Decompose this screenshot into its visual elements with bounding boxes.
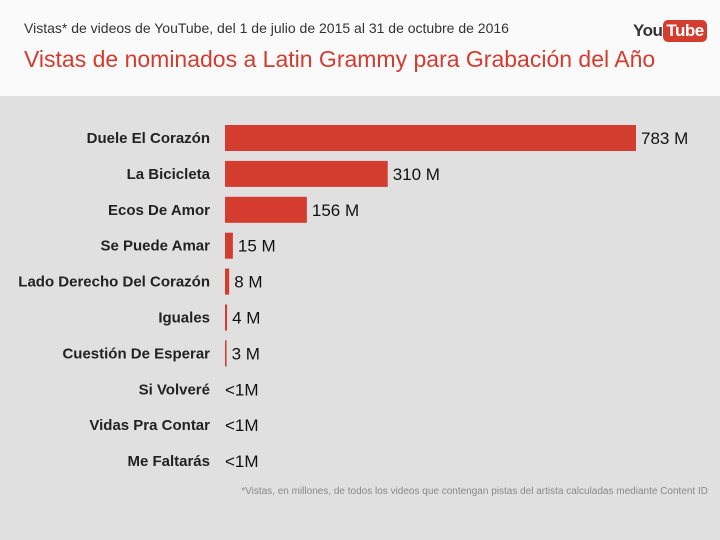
data-label: 156 M — [312, 201, 359, 220]
data-label: 8 M — [234, 273, 262, 292]
header: Vistas* de videos de YouTube, del 1 de j… — [0, 0, 720, 96]
youtube-logo: You Tube — [633, 20, 707, 42]
bar — [225, 268, 230, 295]
bar — [225, 160, 388, 187]
data-label: <1M — [225, 452, 259, 471]
bar-chart: Duele El Corazón 783 M La Bicicleta 310 M Ec… — [18, 125, 688, 471]
category-label: Lado Derecho Del Corazón — [18, 274, 210, 291]
data-label: 783 M — [641, 129, 688, 148]
data-label: 4 M — [232, 309, 260, 328]
bar — [225, 196, 307, 223]
category-label: Cuestión De Esperar — [62, 345, 210, 362]
bar — [225, 304, 228, 331]
category-label: La Bicicleta — [127, 166, 211, 183]
category-label: Duele El Corazón — [87, 130, 210, 147]
category-label: Vidas Pra Contar — [89, 417, 210, 434]
data-label: 15 M — [238, 237, 276, 256]
category-label: Iguales — [158, 310, 210, 327]
category-label: Se Puede Amar — [101, 238, 211, 255]
category-label: Me Faltarás — [127, 453, 210, 470]
chart-title: Vistas de nominados a Latin Grammy para … — [24, 46, 656, 72]
chart-subtitle: Vistas* de videos de YouTube, del 1 de j… — [24, 20, 509, 36]
bar — [225, 340, 227, 367]
data-label: 310 M — [393, 165, 440, 184]
footnote: *Vistas, en millones, de todos los video… — [241, 486, 708, 497]
bar — [225, 125, 636, 151]
data-label: 3 M — [232, 344, 260, 363]
category-label: Si Volveré — [139, 381, 210, 398]
data-label: <1M — [225, 416, 259, 435]
data-label: <1M — [225, 380, 259, 399]
bar — [225, 232, 233, 259]
category-label: Ecos De Amor — [108, 202, 210, 219]
